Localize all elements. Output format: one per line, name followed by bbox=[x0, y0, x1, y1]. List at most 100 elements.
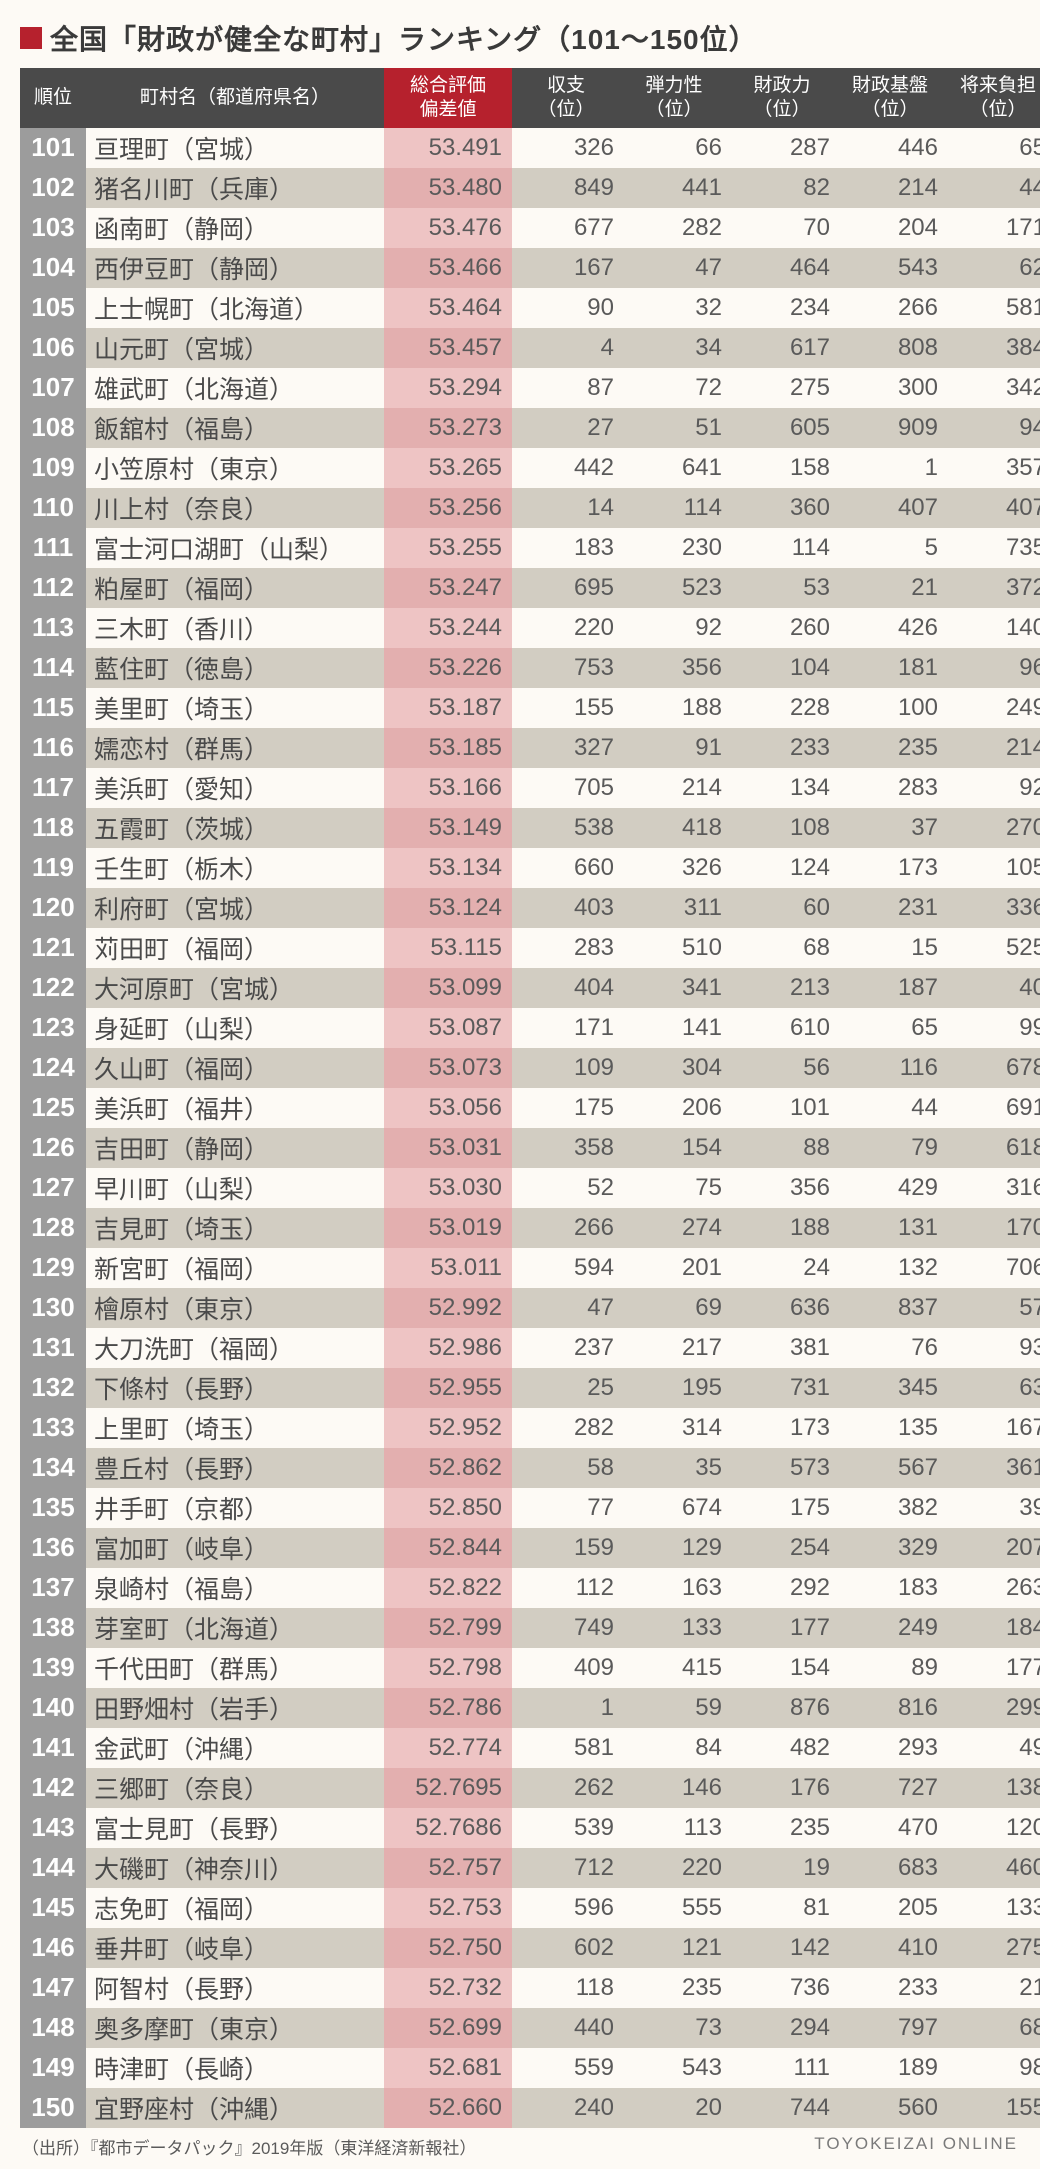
table-row: 122大河原町（宮城）53.09940434121318740 bbox=[20, 968, 1040, 1008]
cell-c4: 235 bbox=[836, 728, 944, 768]
cell-name: 飯舘村（福島） bbox=[86, 408, 384, 448]
cell-c3: 124 bbox=[728, 848, 836, 888]
cell-c3: 235 bbox=[728, 1808, 836, 1848]
cell-rank: 147 bbox=[20, 1968, 86, 2008]
cell-c3: 617 bbox=[728, 328, 836, 368]
cell-c3: 88 bbox=[728, 1128, 836, 1168]
header-score: 総合評価偏差値 bbox=[384, 68, 512, 128]
cell-c5: 316 bbox=[944, 1168, 1040, 1208]
cell-rank: 114 bbox=[20, 648, 86, 688]
cell-rank: 119 bbox=[20, 848, 86, 888]
cell-c2: 154 bbox=[620, 1128, 728, 1168]
cell-c1: 175 bbox=[512, 1088, 620, 1128]
cell-c5: 120 bbox=[944, 1808, 1040, 1848]
cell-c4: 837 bbox=[836, 1288, 944, 1328]
cell-rank: 115 bbox=[20, 688, 86, 728]
cell-name: 千代田町（群馬） bbox=[86, 1648, 384, 1688]
cell-c5: 21 bbox=[944, 1968, 1040, 2008]
cell-c5: 65 bbox=[944, 128, 1040, 168]
cell-rank: 105 bbox=[20, 288, 86, 328]
cell-c2: 341 bbox=[620, 968, 728, 1008]
table-row: 141金武町（沖縄）52.7745818448229349 bbox=[20, 1728, 1040, 1768]
cell-name: 大河原町（宮城） bbox=[86, 968, 384, 1008]
cell-c4: 233 bbox=[836, 1968, 944, 2008]
cell-c5: 372 bbox=[944, 568, 1040, 608]
cell-c3: 605 bbox=[728, 408, 836, 448]
cell-rank: 118 bbox=[20, 808, 86, 848]
table-row: 123身延町（山梨）53.0871711416106599 bbox=[20, 1008, 1040, 1048]
cell-score: 52.7686 bbox=[384, 1808, 512, 1848]
cell-score: 53.073 bbox=[384, 1048, 512, 1088]
table-row: 117美浜町（愛知）53.16670521413428392 bbox=[20, 768, 1040, 808]
cell-c3: 228 bbox=[728, 688, 836, 728]
cell-c3: 142 bbox=[728, 1928, 836, 1968]
cell-c2: 304 bbox=[620, 1048, 728, 1088]
table-row: 110川上村（奈良）53.25614114360407407 bbox=[20, 488, 1040, 528]
cell-c4: 683 bbox=[836, 1848, 944, 1888]
cell-score: 53.464 bbox=[384, 288, 512, 328]
cell-c3: 104 bbox=[728, 648, 836, 688]
cell-c5: 68 bbox=[944, 2008, 1040, 2048]
cell-c2: 415 bbox=[620, 1648, 728, 1688]
cell-c5: 93 bbox=[944, 1328, 1040, 1368]
cell-c3: 60 bbox=[728, 888, 836, 928]
cell-c4: 329 bbox=[836, 1528, 944, 1568]
cell-name: 西伊豆町（静岡） bbox=[86, 248, 384, 288]
cell-score: 52.660 bbox=[384, 2088, 512, 2128]
cell-rank: 139 bbox=[20, 1648, 86, 1688]
cell-c1: 155 bbox=[512, 688, 620, 728]
cell-c5: 57 bbox=[944, 1288, 1040, 1328]
cell-c1: 52 bbox=[512, 1168, 620, 1208]
cell-c1: 262 bbox=[512, 1768, 620, 1808]
cell-c4: 266 bbox=[836, 288, 944, 328]
cell-rank: 106 bbox=[20, 328, 86, 368]
cell-c5: 138 bbox=[944, 1768, 1040, 1808]
cell-c1: 403 bbox=[512, 888, 620, 928]
cell-c1: 440 bbox=[512, 2008, 620, 2048]
cell-c4: 5 bbox=[836, 528, 944, 568]
cell-name: 上里町（埼玉） bbox=[86, 1408, 384, 1448]
cell-score: 52.844 bbox=[384, 1528, 512, 1568]
cell-score: 52.799 bbox=[384, 1608, 512, 1648]
cell-c4: 116 bbox=[836, 1048, 944, 1088]
cell-c5: 155 bbox=[944, 2088, 1040, 2128]
cell-rank: 128 bbox=[20, 1208, 86, 1248]
table-row: 127早川町（山梨）53.0305275356429316 bbox=[20, 1168, 1040, 1208]
cell-score: 53.019 bbox=[384, 1208, 512, 1248]
cell-c5: 270 bbox=[944, 808, 1040, 848]
cell-name: 美浜町（愛知） bbox=[86, 768, 384, 808]
cell-rank: 110 bbox=[20, 488, 86, 528]
cell-score: 53.247 bbox=[384, 568, 512, 608]
cell-rank: 124 bbox=[20, 1048, 86, 1088]
cell-c4: 89 bbox=[836, 1648, 944, 1688]
table-row: 129新宮町（福岡）53.01159420124132706 bbox=[20, 1248, 1040, 1288]
cell-c5: 177 bbox=[944, 1648, 1040, 1688]
cell-name: 阿智村（長野） bbox=[86, 1968, 384, 2008]
cell-score: 53.294 bbox=[384, 368, 512, 408]
cell-score: 52.750 bbox=[384, 1928, 512, 1968]
cell-c1: 712 bbox=[512, 1848, 620, 1888]
table-row: 113三木町（香川）53.24422092260426140 bbox=[20, 608, 1040, 648]
cell-c5: 171 bbox=[944, 208, 1040, 248]
cell-c5: 99 bbox=[944, 1008, 1040, 1048]
cell-c4: 79 bbox=[836, 1128, 944, 1168]
cell-c4: 131 bbox=[836, 1208, 944, 1248]
header-c2: 弾力性（位） bbox=[620, 68, 728, 128]
cell-c3: 82 bbox=[728, 168, 836, 208]
cell-score: 53.115 bbox=[384, 928, 512, 968]
cell-c2: 51 bbox=[620, 408, 728, 448]
cell-c1: 171 bbox=[512, 1008, 620, 1048]
cell-c5: 299 bbox=[944, 1688, 1040, 1728]
table-row: 103函南町（静岡）53.47667728270204171 bbox=[20, 208, 1040, 248]
cell-c4: 816 bbox=[836, 1688, 944, 1728]
cell-c2: 84 bbox=[620, 1728, 728, 1768]
cell-name: 美浜町（福井） bbox=[86, 1088, 384, 1128]
table-row: 128吉見町（埼玉）53.019266274188131170 bbox=[20, 1208, 1040, 1248]
table-row: 105上士幌町（北海道）53.4649032234266581 bbox=[20, 288, 1040, 328]
cell-c3: 573 bbox=[728, 1448, 836, 1488]
cell-c4: 189 bbox=[836, 2048, 944, 2088]
table-row: 132下條村（長野）52.9552519573134563 bbox=[20, 1368, 1040, 1408]
cell-c5: 691 bbox=[944, 1088, 1040, 1128]
cell-c4: 407 bbox=[836, 488, 944, 528]
cell-c2: 20 bbox=[620, 2088, 728, 2128]
